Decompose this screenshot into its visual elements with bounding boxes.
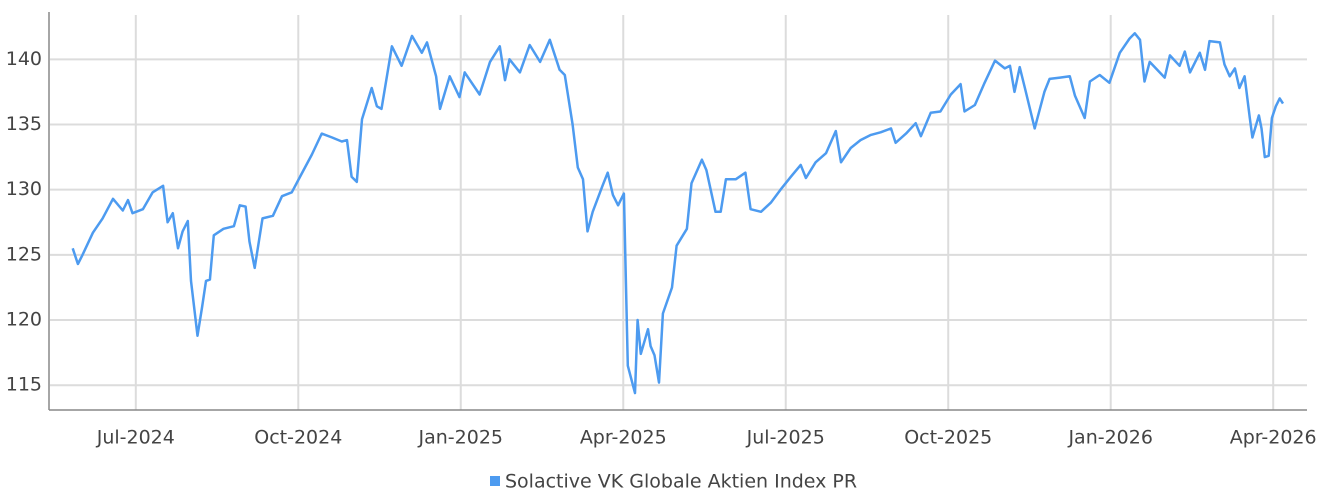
y-tick-label: 140: [6, 48, 42, 70]
legend-swatch: [490, 476, 500, 486]
x-tick-label: Jan-2025: [418, 427, 504, 449]
x-tick-label: Oct-2025: [904, 427, 992, 449]
y-tick-label: 135: [6, 113, 42, 135]
y-tick-label: 120: [6, 309, 42, 331]
data-line: [71, 32, 1285, 395]
x-tick-label: Jan-2026: [1067, 427, 1153, 449]
x-tick-label: Oct-2024: [254, 427, 342, 449]
y-tick-label: 130: [6, 178, 42, 200]
x-tick-label: Jul-2024: [96, 427, 175, 449]
x-tick-label: Apr-2025: [580, 427, 667, 449]
x-tick-label: Jul-2025: [746, 427, 825, 449]
y-tick-label: 115: [6, 374, 42, 396]
legend-label: Solactive VK Globale Aktien Index PR: [505, 471, 857, 493]
y-tick-label: 125: [6, 243, 42, 265]
x-tick-label: Apr-2026: [1230, 427, 1317, 449]
